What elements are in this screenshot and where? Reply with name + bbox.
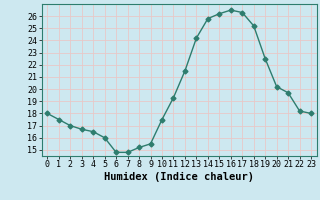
X-axis label: Humidex (Indice chaleur): Humidex (Indice chaleur) (104, 172, 254, 182)
